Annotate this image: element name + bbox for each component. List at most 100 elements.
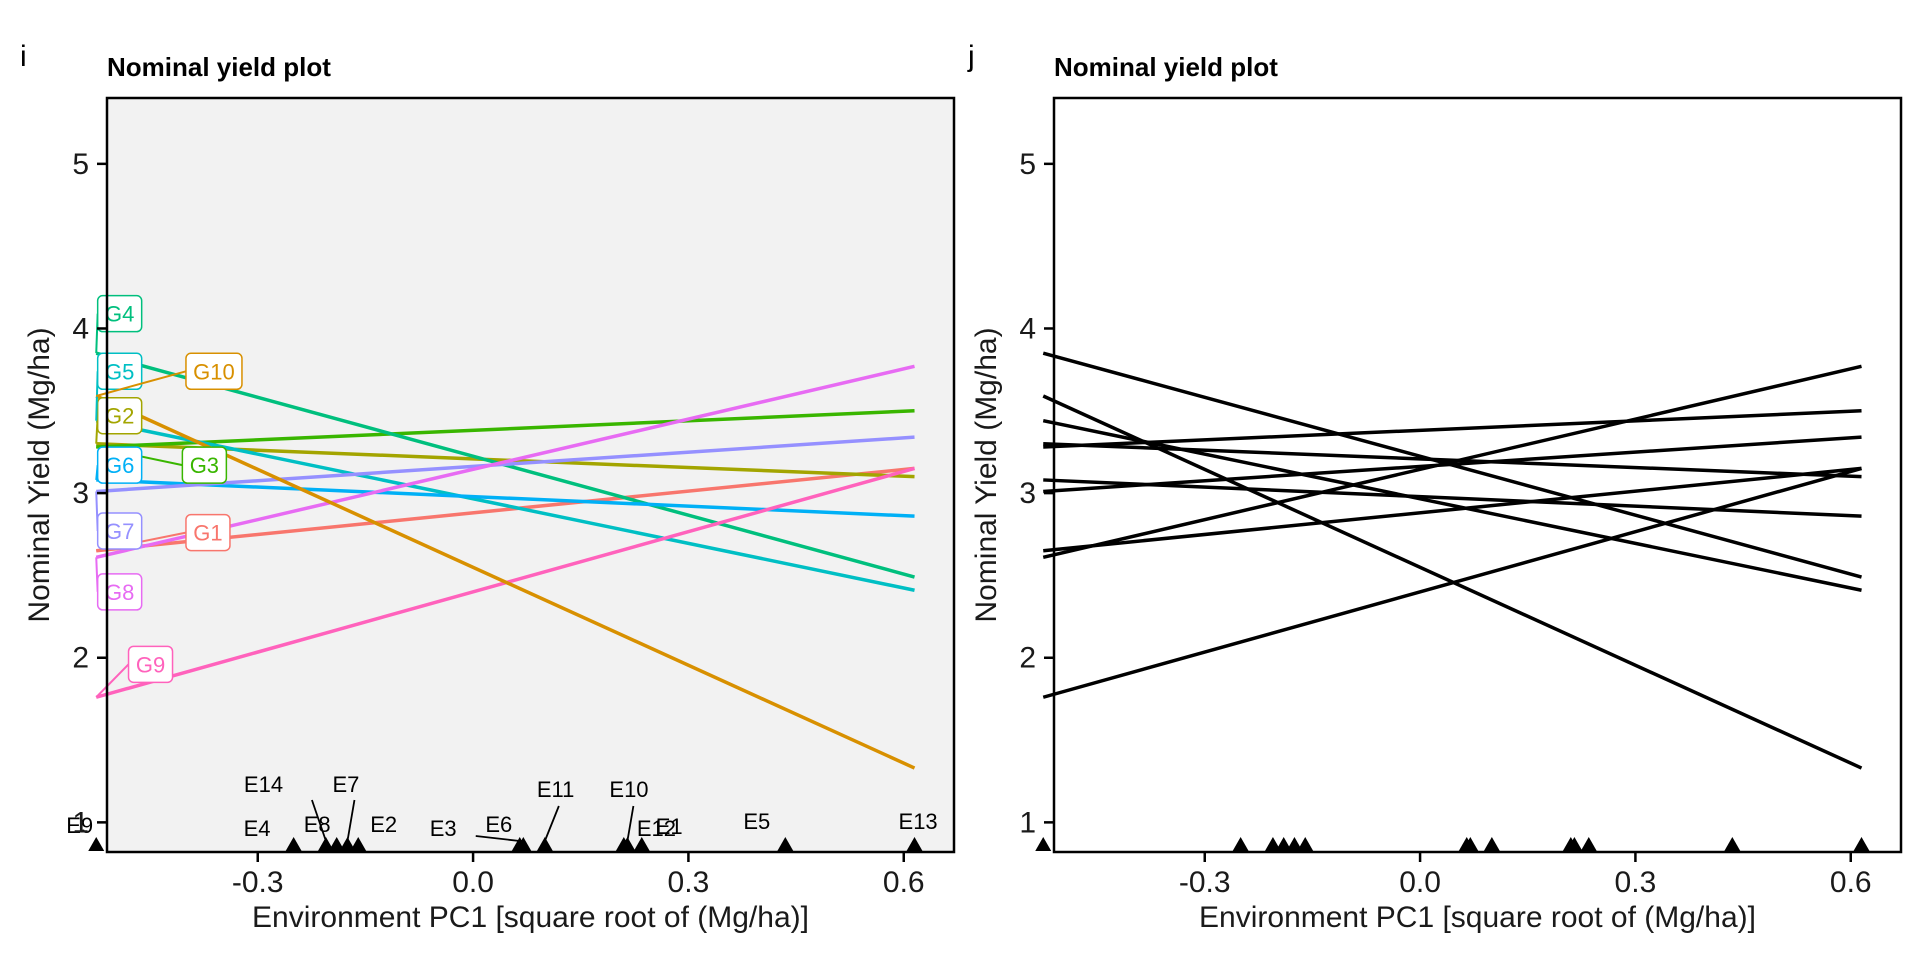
panel-j: j Nominal yield plot 1 2 3 4 5 -0.3 0.0 0.3 0.6 Env…	[967, 40, 1903, 934]
environment-marker	[906, 837, 923, 851]
environment-marker	[350, 837, 367, 851]
environment-marker	[777, 837, 794, 851]
x-tick-label: 0.0	[452, 866, 494, 899]
environment-label-leader	[626, 805, 635, 842]
y-tick-label: 3	[72, 477, 89, 510]
series-line-g7	[1043, 435, 1862, 494]
series-line-g1	[96, 466, 915, 553]
y-tick-label: 2	[1019, 642, 1036, 675]
genotype-label-box	[96, 512, 143, 550]
genotype-label-g8: G8	[105, 580, 134, 605]
genotype-label-g3: G3	[190, 453, 219, 478]
genotype-label-g6: G6	[105, 453, 134, 478]
y-tick-label: 4	[72, 312, 89, 345]
panel-tag: i	[20, 40, 27, 73]
environment-marker	[1580, 837, 1597, 851]
environment-marker	[1724, 837, 1741, 851]
environment-label-e1: E1	[656, 814, 683, 839]
y-axis-title: Nominal Yield (Mg/ha)	[970, 327, 1003, 622]
x-tick-label: 0.3	[1615, 866, 1657, 899]
y-tick-label: 1	[1019, 806, 1036, 839]
environment-label-e14: E14	[244, 772, 283, 797]
y-tick-label: 2	[72, 642, 89, 675]
environment-label-e8: E8	[304, 812, 331, 837]
x-axis-title: Environment PC1 [square root of (Mg/ha)]	[1199, 901, 1756, 934]
series-line-g3	[96, 409, 915, 449]
genotype-label-box	[127, 645, 174, 684]
genotype-label-box	[96, 446, 143, 484]
environment-marker	[1275, 837, 1292, 851]
genotype-label-box	[96, 294, 143, 333]
x-tick-label: 0.6	[1830, 866, 1872, 899]
environment-marker	[285, 837, 302, 851]
plot-frame	[1052, 96, 1903, 854]
environment-label-e3: E3	[430, 816, 457, 841]
environment-label-leader	[544, 805, 560, 842]
x-tick-label: -0.3	[232, 866, 284, 899]
environment-marker	[1232, 837, 1249, 851]
y-tick-label: 1	[72, 806, 89, 839]
x-tick-label: 0.6	[883, 866, 925, 899]
chart-title: Nominal yield plot	[1054, 52, 1278, 82]
x-tick-label: -0.3	[1179, 866, 1231, 899]
environment-marker	[536, 837, 553, 851]
y-tick-label: 3	[1019, 477, 1036, 510]
x-tick-label: 0.3	[668, 866, 710, 899]
environment-marker	[1286, 837, 1303, 851]
environment-marker	[515, 837, 532, 851]
environment-label-e2: E2	[370, 812, 397, 837]
series-line-g1	[1043, 466, 1862, 553]
genotype-label-g4: G4	[105, 302, 134, 327]
environment-marker	[1035, 837, 1052, 851]
genotype-label-box	[181, 446, 228, 484]
environment-marker	[1566, 837, 1583, 851]
chart-title: Nominal yield plot	[107, 52, 331, 82]
environment-marker	[1264, 837, 1281, 851]
series-line-g5	[1042, 418, 1862, 592]
plot-frame	[105, 96, 956, 854]
plot-background	[107, 98, 954, 852]
environment-label-e4: E4	[244, 816, 271, 841]
environment-marker	[633, 837, 650, 851]
genotype-label-g7: G7	[105, 519, 134, 544]
series-line-g6	[96, 478, 915, 518]
genotype-label-leader	[95, 370, 187, 397]
genotype-label-g2: G2	[105, 404, 134, 429]
series-line-g10	[95, 394, 916, 770]
environment-label-e9: E9	[66, 813, 93, 838]
y-tick-label: 4	[1019, 312, 1036, 345]
environment-marker	[619, 837, 636, 851]
genotype-label-g5: G5	[105, 359, 134, 384]
environment-label-e7: E7	[332, 772, 359, 797]
series-line-g6	[1043, 478, 1862, 518]
series-line-g10	[1042, 394, 1863, 770]
genotype-label-box	[96, 573, 143, 611]
y-tick-label: 5	[72, 148, 89, 181]
genotype-label-g9: G9	[136, 652, 165, 677]
environment-marker	[88, 837, 105, 851]
series-line-g8	[1042, 364, 1862, 560]
panel-i: i Nominal yield plot G1 G2 G3 G4 G5 G6 G7 G8 G9 G10…	[20, 40, 956, 934]
x-tick-label: 0.0	[1399, 866, 1441, 899]
series-line-g3	[1043, 409, 1862, 449]
environment-label-e6: E6	[485, 812, 512, 837]
environment-label-e5: E5	[743, 809, 770, 834]
environment-label-e13: E13	[899, 809, 938, 834]
environment-marker	[317, 837, 334, 851]
environment-label-leader	[475, 835, 520, 842]
genotype-label-box	[96, 396, 143, 435]
environment-label-leader	[346, 799, 356, 842]
genotype-label-box	[185, 513, 231, 552]
x-axis-title: Environment PC1 [square root of (Mg/ha)]	[252, 901, 809, 934]
genotype-label-leader	[95, 663, 130, 698]
environment-label-e11: E11	[537, 777, 575, 802]
environment-marker	[1853, 837, 1870, 851]
environment-label-e12: E12	[637, 816, 676, 841]
environment-label-leader	[311, 799, 327, 842]
environment-marker	[328, 837, 345, 851]
plot-background	[1054, 98, 1901, 852]
environment-marker	[1297, 837, 1314, 851]
series-line-g5	[95, 418, 915, 592]
environment-marker	[1462, 837, 1479, 851]
